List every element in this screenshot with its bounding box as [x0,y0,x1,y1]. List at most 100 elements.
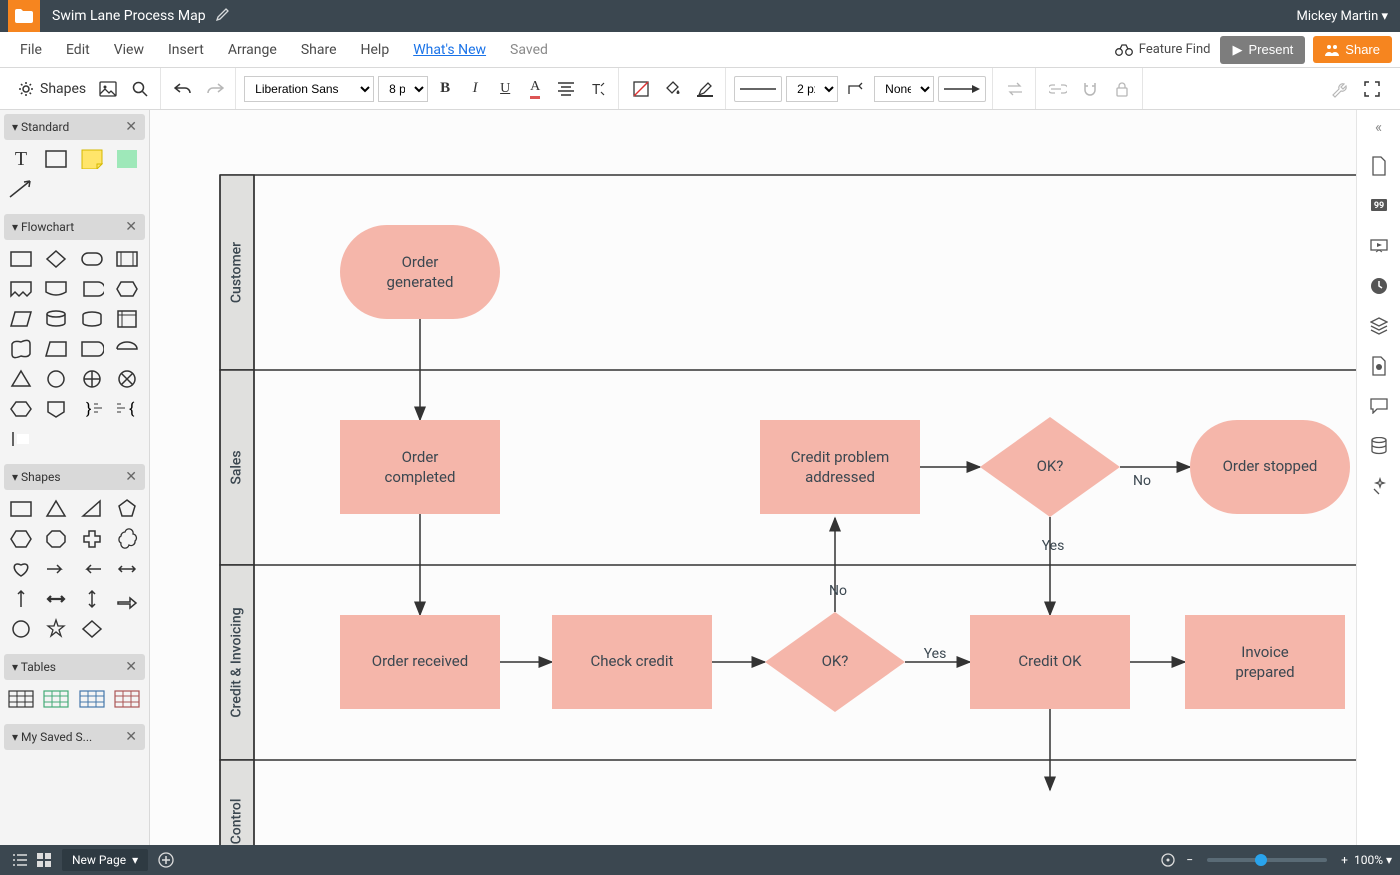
panel-header-shapes[interactable]: ▾ Shapes✕ [4,464,145,490]
basic-shape[interactable] [6,526,36,552]
flowchart-shape[interactable] [41,306,71,332]
text-color-button[interactable]: A [522,76,548,102]
panel-header-flowchart[interactable]: ▾ Flowchart✕ [4,214,145,240]
endpoint-end-select[interactable] [938,76,986,102]
basic-shape[interactable] [41,616,71,642]
present-button[interactable]: ▶ Present [1220,36,1305,64]
font-family-select[interactable]: Liberation Sans [244,76,374,102]
fullscreen-icon[interactable] [1358,75,1386,103]
zoom-out-icon[interactable]: − [1186,853,1193,867]
close-icon[interactable]: ✕ [125,659,137,675]
panel-header-standard[interactable]: ▾ Standard✕ [4,114,145,140]
menu-file[interactable]: File [8,42,54,58]
align-button[interactable] [552,75,580,103]
flowchart-shape[interactable] [6,426,36,452]
table-shape[interactable] [6,686,36,712]
user-menu[interactable]: Mickey Martin ▾ [1293,9,1392,24]
basic-shape[interactable] [41,496,71,522]
basic-shape[interactable] [112,526,142,552]
flowchart-shape[interactable] [112,336,142,362]
basic-shape[interactable] [41,586,71,612]
zoom-level[interactable]: 100% ▾ [1354,853,1392,867]
basic-shape[interactable] [112,586,142,612]
line-style-select[interactable] [734,76,782,102]
layers-icon[interactable] [1365,312,1393,340]
history-icon[interactable] [1365,272,1393,300]
search-icon[interactable] [126,75,154,103]
table-shape[interactable] [112,686,142,712]
basic-shape[interactable] [6,586,36,612]
flowchart-shape[interactable] [112,306,142,332]
shape-rect[interactable] [41,146,71,172]
flowchart-shape[interactable] [112,276,142,302]
menu-edit[interactable]: Edit [54,42,102,58]
basic-shape[interactable] [112,496,142,522]
flowchart-shape[interactable]: } [77,396,107,422]
data-icon[interactable] [1365,432,1393,460]
flowchart-shape[interactable] [41,276,71,302]
menu-help[interactable]: Help [349,42,402,58]
flowchart-shape[interactable] [41,396,71,422]
fill-none-icon[interactable] [627,75,655,103]
basic-shape[interactable] [77,556,107,582]
basic-shape[interactable] [112,556,142,582]
underline-button[interactable]: U [492,76,518,102]
image-icon[interactable] [94,75,122,103]
bold-button[interactable]: B [432,76,458,102]
close-icon[interactable]: ✕ [125,469,137,485]
flowchart-shape[interactable] [6,246,36,272]
undo-icon[interactable] [169,75,197,103]
flowchart-shape[interactable] [112,366,142,392]
shape-text[interactable]: T [6,146,36,172]
add-page-icon[interactable] [154,848,178,872]
line-routing-icon[interactable] [842,75,870,103]
table-shape[interactable] [77,686,107,712]
comment-icon[interactable]: 99 [1365,192,1393,220]
menu-arrange[interactable]: Arrange [216,42,289,58]
flowchart-shape[interactable] [77,306,107,332]
flowchart-shape[interactable] [41,246,71,272]
feature-find[interactable]: Feature Find [1115,42,1211,57]
line-width-select[interactable]: 2 px [786,76,838,102]
shape-arrow-line[interactable] [6,176,36,202]
panel-header-saved[interactable]: ▾ My Saved S...✕ [4,724,145,750]
flowchart-shape[interactable] [6,276,36,302]
chat-icon[interactable] [1365,392,1393,420]
basic-shape[interactable] [41,526,71,552]
basic-shape[interactable] [6,496,36,522]
rename-icon[interactable] [216,7,230,25]
shape-note-yellow[interactable] [77,146,107,172]
flowchart-shape[interactable] [6,396,36,422]
page-icon[interactable] [1365,152,1393,180]
flowchart-shape[interactable] [6,306,36,332]
outline-view-icon[interactable] [8,848,32,872]
menu-view[interactable]: View [102,42,156,58]
flowchart-shape[interactable]: { [112,396,142,422]
share-button[interactable]: Share [1313,36,1392,63]
collapse-right-icon[interactable]: « [1375,118,1382,136]
font-size-select[interactable]: 8 pt [378,76,428,102]
close-icon[interactable]: ✕ [125,219,137,235]
menu-insert[interactable]: Insert [156,42,216,58]
flowchart-shape[interactable] [6,336,36,362]
flowchart-shape[interactable] [77,276,107,302]
basic-shape[interactable] [77,586,107,612]
canvas[interactable]: CustomerSalesCredit & InvoicingProductio… [150,110,1356,845]
border-color-icon[interactable] [691,75,719,103]
zoom-slider[interactable] [1207,858,1327,862]
magic-icon[interactable] [1365,472,1393,500]
flowchart-shape[interactable] [77,336,107,362]
italic-button[interactable]: I [462,76,488,102]
menu-share[interactable]: Share [289,42,349,58]
shapes-panel-toggle[interactable]: Shapes [14,81,90,97]
presentation-icon[interactable] [1365,232,1393,260]
basic-shape[interactable] [77,526,107,552]
flowchart-shape[interactable] [41,336,71,362]
basic-shape[interactable] [6,616,36,642]
basic-shape[interactable] [6,556,36,582]
shape-note-green[interactable] [112,146,142,172]
grid-view-icon[interactable] [32,848,56,872]
basic-shape[interactable] [41,556,71,582]
table-shape[interactable] [41,686,71,712]
master-page-icon[interactable] [1365,352,1393,380]
